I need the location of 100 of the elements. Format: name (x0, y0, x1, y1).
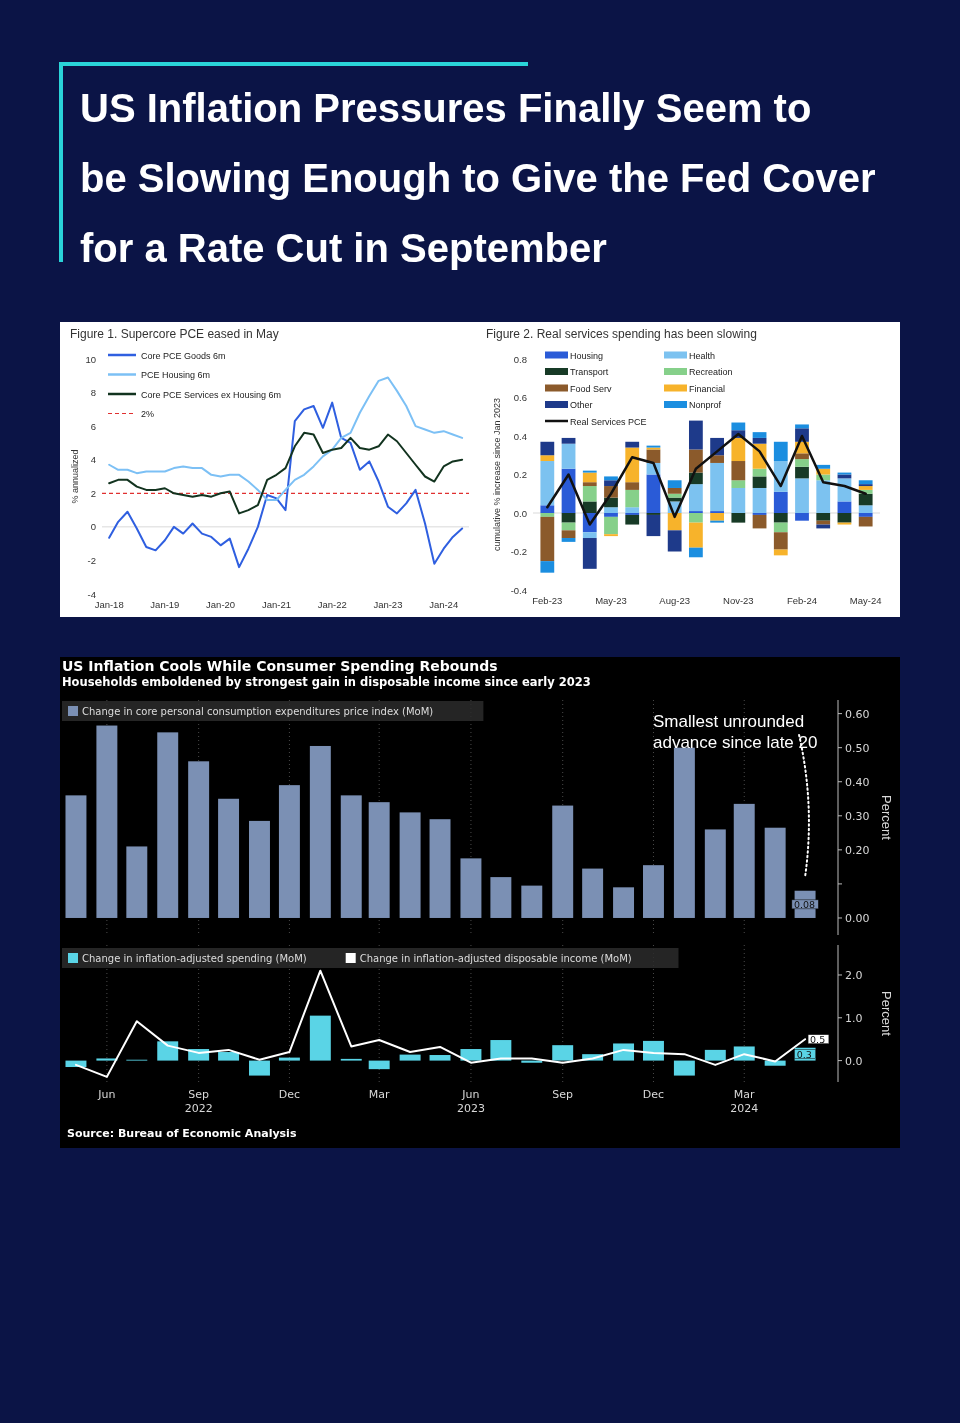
y-tick-label: 0.8 (513, 353, 527, 365)
bar (667, 480, 682, 488)
y-tick-label: -2 (87, 554, 96, 566)
x-tick-label: May-24 (849, 595, 882, 606)
bar (795, 424, 809, 429)
bar (704, 829, 726, 918)
chart-title: Figure 2. Real services spending has been slowing (486, 327, 757, 341)
bar (613, 887, 635, 918)
bar (667, 513, 682, 531)
bar (731, 461, 746, 481)
bar (540, 455, 555, 462)
bar (540, 505, 555, 513)
bar (521, 1060, 543, 1063)
y-axis-title: Percent (879, 795, 894, 841)
x-tick-label: Mar (368, 1088, 391, 1101)
bar (625, 514, 640, 525)
chart-subtitle: Households emboldened by strongest gain in disposable income since early 2023 (62, 675, 591, 689)
y-tick-label: 10 (85, 353, 96, 365)
bar (625, 489, 640, 508)
chart-title: Figure 1. Supercore PCE eased in May (70, 327, 279, 341)
bar (65, 795, 87, 918)
y-tick-label: -0.4 (510, 584, 527, 596)
y-axis-title: cumulative % increase since Jan 2023 (492, 397, 502, 552)
data-label: 0.5 (810, 1033, 826, 1045)
y-tick-label: 0 (90, 521, 96, 533)
legend-label: Nonprof (689, 400, 722, 410)
bar (625, 482, 640, 490)
bar (582, 472, 597, 483)
bar (688, 522, 703, 548)
y-tick-label: 0.30 (845, 809, 870, 823)
data-label: 0.08 (793, 898, 816, 910)
bar (278, 1057, 300, 1061)
bar (249, 820, 270, 918)
bar (582, 868, 604, 918)
line-series (546, 432, 867, 526)
bar (604, 516, 618, 535)
y-tick-label: 0.6 (513, 392, 527, 403)
bar (795, 513, 809, 521)
legend-label: Core PCE Services ex Housing 6m (141, 389, 282, 400)
bar (773, 491, 788, 513)
legend-label: Change in core personal consumption expenditures price index (MoM) (82, 706, 434, 717)
legend-label: Transport (570, 367, 609, 377)
bar (710, 513, 725, 521)
bar (249, 1060, 270, 1076)
bar (764, 827, 786, 918)
legend-label: PCE Housing 6m (141, 370, 211, 380)
y-tick-label: 0.20 (845, 843, 870, 857)
bar (764, 1060, 786, 1066)
bar (795, 459, 809, 467)
bar (561, 513, 576, 523)
x-tick-label: Mar 2024 (730, 1088, 759, 1115)
bar (540, 461, 555, 506)
line-series (108, 401, 464, 569)
bar (218, 1052, 240, 1061)
y-tick-label: 1.0 (845, 1011, 863, 1025)
bar (582, 538, 597, 569)
x-tick-label: Jan-22 (317, 599, 347, 610)
data-label: 0.3 (796, 1048, 812, 1060)
bar (667, 487, 682, 494)
bar (157, 732, 179, 918)
bar (710, 462, 725, 512)
bar (773, 522, 788, 533)
bar (309, 1015, 331, 1061)
bar (688, 484, 703, 512)
bar (340, 795, 362, 918)
legend-label: Change in inflation-adjusted spending (MoM) (82, 953, 307, 964)
y-tick-label: 0.00 (845, 911, 870, 925)
x-tick-label: Nov-23 (723, 595, 754, 606)
legend-label: 2% (141, 409, 155, 419)
y-tick-label: 4 (90, 454, 96, 466)
bar (126, 846, 148, 918)
x-tick-label: Feb-24 (786, 595, 818, 606)
legend-label: Core PCE Goods 6m (141, 350, 226, 361)
bar (688, 547, 703, 558)
bar (816, 480, 831, 513)
legend-label: Food Serv (570, 383, 613, 394)
bar (646, 474, 661, 513)
bar (625, 441, 640, 448)
bar (673, 747, 695, 918)
bar (460, 858, 482, 918)
bar (731, 480, 746, 488)
bar (858, 505, 873, 513)
y-tick-label: 0.4 (513, 430, 527, 442)
legend-label: Other (570, 400, 593, 410)
bar (704, 1049, 726, 1061)
bar (643, 865, 664, 918)
bar (490, 877, 512, 918)
bar (157, 1041, 179, 1061)
x-tick-label: Jun 2023 (456, 1088, 485, 1115)
x-tick-label: Sep 2022 (184, 1088, 213, 1115)
x-tick-label: Dec (642, 1088, 665, 1101)
bar (540, 561, 555, 573)
bar (368, 1060, 390, 1070)
bar (673, 1060, 695, 1076)
x-tick-label: Jan-19 (150, 599, 180, 610)
bar (604, 476, 618, 481)
bar (540, 513, 555, 517)
bar (795, 466, 809, 479)
bar (625, 507, 640, 513)
bar (858, 516, 873, 527)
